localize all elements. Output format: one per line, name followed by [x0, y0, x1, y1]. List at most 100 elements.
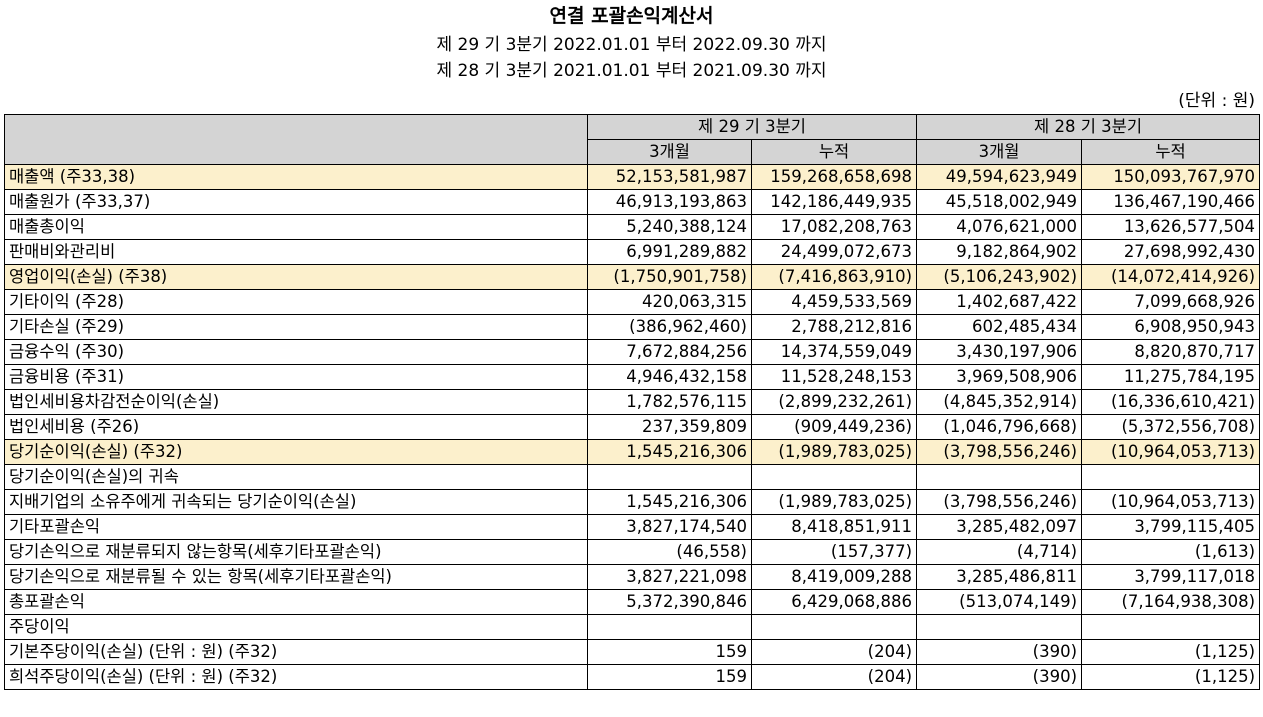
cell-value: (1,125): [1081, 639, 1261, 665]
cell-value: 45,518,002,949: [916, 189, 1083, 215]
cell-value: 24,499,072,673: [750, 239, 918, 265]
cell-value: 8,418,851,911: [750, 514, 918, 540]
cell-value: 9,182,864,902: [916, 239, 1083, 265]
cell-value: 49,594,623,949: [916, 164, 1083, 190]
row-label: 주당이익: [4, 614, 588, 640]
income-statement-table: 제 29 기 3분기 제 28 기 3분기 3개월 누적 3개월 누적 매출액 …: [4, 114, 1261, 690]
table-row: 법인세비용 (주26) 237,359,809 (909,449,236) (1…: [4, 414, 1261, 440]
subheader-prior-cumulative: 누적: [1081, 139, 1261, 165]
cell-value: 46,913,193,863: [587, 189, 752, 215]
cell-value: (10,964,053,713): [1081, 439, 1261, 465]
cell-value: (2,899,232,261): [750, 389, 918, 415]
cell-value: (7,164,938,308): [1081, 589, 1261, 615]
cell-value: 3,285,482,097: [916, 514, 1083, 540]
cell-value: 4,946,432,158: [587, 364, 752, 390]
row-label: 지배기업의 소유주에게 귀속되는 당기순이익(손실): [4, 489, 588, 515]
table-row: 기타손실 (주29) (386,962,460) 2,788,212,816 6…: [4, 314, 1261, 340]
cell-value: (4,845,352,914): [916, 389, 1083, 415]
row-label: 법인세비용차감전순이익(손실): [4, 389, 588, 415]
table-row: 당기순이익(손실) (주32) 1,545,216,306 (1,989,783…: [4, 439, 1261, 465]
cell-value: (46,558): [587, 539, 752, 565]
cell-value: 6,991,289,882: [587, 239, 752, 265]
cell-value: (390): [916, 664, 1083, 690]
row-label: 영업이익(손실) (주38): [4, 264, 588, 290]
row-label: 당기손익으로 재분류될 수 있는 항목(세후기타포괄손익): [4, 564, 588, 590]
cell-value: (204): [750, 639, 918, 665]
table-row: 매출원가 (주33,37) 46,913,193,863 142,186,449…: [4, 189, 1261, 215]
cell-value: (5,106,243,902): [916, 264, 1083, 290]
row-label: 매출원가 (주33,37): [4, 189, 588, 215]
table-subheader-row: 3개월 누적 3개월 누적: [5, 139, 1261, 165]
header-blank-cell: [4, 114, 588, 165]
cell-value: 27,698,992,430: [1081, 239, 1261, 265]
cell-value: [750, 614, 918, 640]
row-label: 기타포괄손익: [4, 514, 588, 540]
cell-value: (909,449,236): [750, 414, 918, 440]
cell-value: 3,799,115,405: [1081, 514, 1261, 540]
cell-value: 142,186,449,935: [750, 189, 918, 215]
cell-value: (1,613): [1081, 539, 1261, 565]
row-label: 총포괄손익: [4, 589, 588, 615]
group-header-current: 제 29 기 3분기: [586, 114, 918, 140]
cell-value: 3,969,508,906: [916, 364, 1083, 390]
cell-value: 4,459,533,569: [750, 289, 918, 315]
cell-value: 8,820,870,717: [1081, 339, 1261, 365]
group-header-prior: 제 28 기 3분기: [916, 114, 1261, 140]
table-row: 당기손익으로 재분류될 수 있는 항목(세후기타포괄손익) 3,827,221,…: [4, 564, 1261, 590]
table-row: 판매비와관리비 6,991,289,882 24,499,072,673 9,1…: [4, 239, 1261, 265]
cell-value: 8,419,009,288: [750, 564, 918, 590]
cell-value: 4,076,621,000: [916, 214, 1083, 240]
cell-value: 3,285,486,811: [916, 564, 1083, 590]
row-label: 희석주당이익(손실) (단위 : 원) (주32): [4, 664, 588, 690]
cell-value: 1,545,216,306: [587, 439, 752, 465]
cell-value: 237,359,809: [587, 414, 752, 440]
row-label: 법인세비용 (주26): [4, 414, 588, 440]
cell-value: (1,750,901,758): [587, 264, 752, 290]
cell-value: 150,093,767,970: [1081, 164, 1261, 190]
row-label: 금융비용 (주31): [4, 364, 588, 390]
cell-value: 3,799,117,018: [1081, 564, 1261, 590]
cell-value: (204): [750, 664, 918, 690]
cell-value: [750, 464, 918, 490]
table-row: 기타포괄손익 3,827,174,540 8,418,851,911 3,285…: [4, 514, 1261, 540]
subheader-current-cumulative: 누적: [750, 139, 918, 165]
row-label: 금융수익 (주30): [4, 339, 588, 365]
cell-value: 159,268,658,698: [750, 164, 918, 190]
cell-value: (513,074,149): [916, 589, 1083, 615]
cell-value: 159: [587, 639, 752, 665]
cell-value: 5,240,388,124: [587, 214, 752, 240]
table-row: 매출총이익 5,240,388,124 17,082,208,763 4,076…: [4, 214, 1261, 240]
cell-value: (3,798,556,246): [916, 489, 1083, 515]
cell-value: 602,485,434: [916, 314, 1083, 340]
period-current: 제 29 기 3분기 2022.01.01 부터 2022.09.30 까지: [436, 35, 827, 55]
table-row: 주당이익: [4, 614, 1261, 640]
cell-value: 1,402,687,422: [916, 289, 1083, 315]
cell-value: (1,125): [1081, 664, 1261, 690]
unit-note: (단위 : 원): [1178, 91, 1255, 111]
cell-value: 7,099,668,926: [1081, 289, 1261, 315]
row-label: 기타손실 (주29): [4, 314, 588, 340]
subheader-current-3m: 3개월: [587, 139, 752, 165]
cell-value: 6,429,068,886: [750, 589, 918, 615]
table-row: 총포괄손익 5,372,390,846 6,429,068,886 (513,0…: [4, 589, 1261, 615]
row-label: 기본주당이익(손실) (단위 : 원) (주32): [4, 639, 588, 665]
table-row: 금융비용 (주31) 4,946,432,158 11,528,248,153 …: [4, 364, 1261, 390]
row-label: 매출액 (주33,38): [4, 164, 588, 190]
cell-value: (16,336,610,421): [1081, 389, 1261, 415]
cell-value: [916, 614, 1083, 640]
row-label: 기타이익 (주28): [4, 289, 588, 315]
cell-value: (1,989,783,025): [750, 439, 918, 465]
table-row: 기본주당이익(손실) (단위 : 원) (주32) 159 (204) (390…: [4, 639, 1261, 665]
cell-value: (1,046,796,668): [916, 414, 1083, 440]
cell-value: (3,798,556,246): [916, 439, 1083, 465]
cell-value: 136,467,190,466: [1081, 189, 1261, 215]
cell-value: [916, 464, 1083, 490]
cell-value: (4,714): [916, 539, 1083, 565]
cell-value: (1,989,783,025): [750, 489, 918, 515]
table-row: 금융수익 (주30) 7,672,884,256 14,374,559,049 …: [4, 339, 1261, 365]
cell-value: 13,626,577,504: [1081, 214, 1261, 240]
cell-value: 2,788,212,816: [750, 314, 918, 340]
cell-value: 7,672,884,256: [587, 339, 752, 365]
row-label: 당기손익으로 재분류되지 않는항목(세후기타포괄손익): [4, 539, 588, 565]
cell-value: 17,082,208,763: [750, 214, 918, 240]
